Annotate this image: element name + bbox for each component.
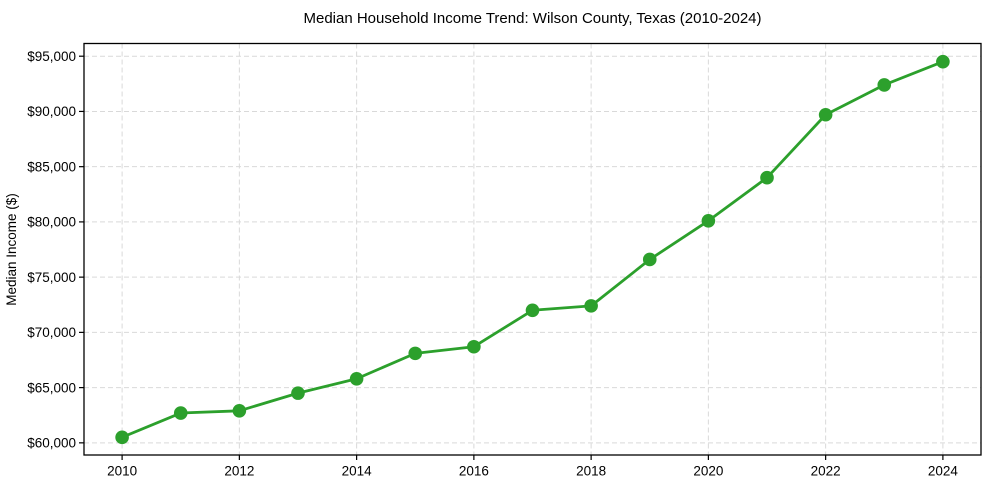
y-tick-label: $60,000 xyxy=(27,436,76,451)
x-tick-label: 2022 xyxy=(811,464,841,479)
x-tick-label: 2014 xyxy=(342,464,373,479)
chart-title: Median Household Income Trend: Wilson Co… xyxy=(303,10,761,27)
x-tick-label: 2024 xyxy=(928,464,959,479)
y-tick-label: $85,000 xyxy=(27,159,76,174)
data-point-2015 xyxy=(408,346,423,361)
data-point-2011 xyxy=(173,406,188,420)
x-tick-label: 2018 xyxy=(576,464,606,479)
x-tick-label: 2010 xyxy=(107,464,137,479)
y-tick-label: $65,000 xyxy=(27,380,76,395)
data-point-2023 xyxy=(877,78,892,92)
y-tick-label: $95,000 xyxy=(27,49,76,64)
data-point-2020 xyxy=(701,214,716,228)
data-point-2012 xyxy=(232,404,247,418)
y-tick-label: $75,000 xyxy=(27,270,76,285)
data-point-2016 xyxy=(467,339,481,354)
data-point-2019 xyxy=(642,252,657,267)
data-point-2022 xyxy=(818,107,833,122)
data-point-2014 xyxy=(349,371,364,386)
axes-frame-and-ticks: 2010 2012 2014 2016 2018 2020 2022 2024 $60,000 $… xyxy=(27,42,982,479)
x-tick-label: 2020 xyxy=(693,464,723,479)
y-tick-label: $80,000 xyxy=(27,215,76,230)
income-line-series xyxy=(115,54,950,445)
data-point-2017 xyxy=(525,303,540,318)
plot-frame xyxy=(83,42,982,456)
data-point-2021 xyxy=(760,170,774,185)
y-tick-label: $90,000 xyxy=(27,104,76,119)
data-point-2010 xyxy=(115,430,129,445)
data-point-2024 xyxy=(936,54,950,69)
x-tick-label: 2016 xyxy=(459,464,489,479)
data-point-2013 xyxy=(291,386,305,400)
x-tick-label: 2012 xyxy=(224,464,254,479)
y-tick-label: $70,000 xyxy=(27,325,76,340)
data-point-2018 xyxy=(584,299,598,313)
y-axis-label: Median Income ($) xyxy=(4,193,19,306)
